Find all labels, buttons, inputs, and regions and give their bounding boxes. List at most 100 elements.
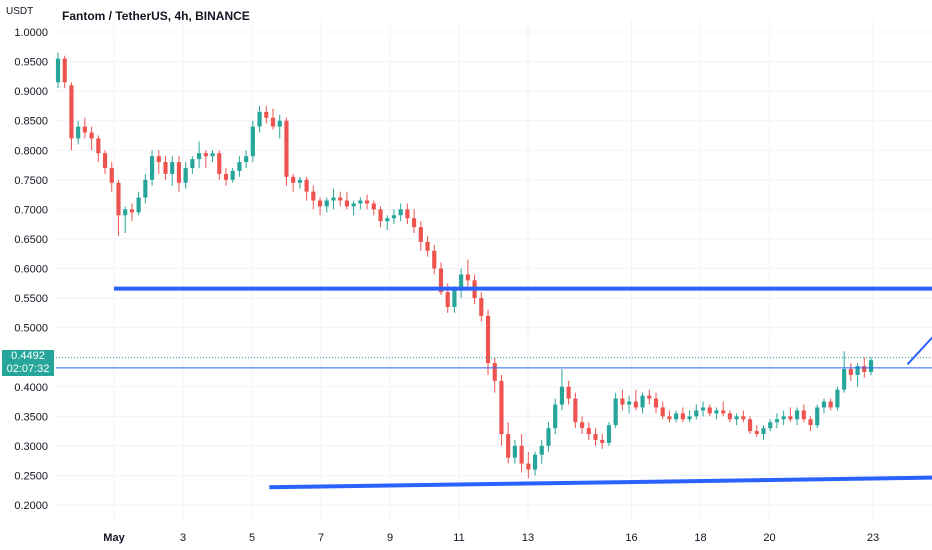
candle-body: [647, 395, 652, 399]
candle-body: [156, 156, 161, 163]
x-tick-label: 5: [249, 532, 255, 544]
candle-body: [277, 120, 282, 127]
y-tick-label: 0.2500: [14, 470, 48, 482]
candle-body: [492, 363, 497, 381]
x-tick-label: 16: [625, 532, 637, 544]
y-tick-label: 0.6500: [14, 234, 48, 246]
candle-body: [714, 410, 719, 414]
candle-body: [284, 120, 289, 177]
chart-title: Fantom / TetherUS, 4h, BINANCE: [62, 9, 250, 23]
candle-body: [600, 439, 605, 443]
candle-body: [821, 401, 827, 408]
candle-body: [848, 369, 853, 375]
candle-body: [82, 126, 87, 133]
candle-body: [338, 197, 343, 201]
candle-body: [143, 179, 148, 198]
candle-body: [566, 386, 571, 399]
candle-body: [197, 153, 202, 160]
candle-body: [170, 162, 175, 174]
y-tick-label: 0.2000: [14, 500, 48, 512]
candle-body: [633, 401, 638, 408]
candle-body: [640, 395, 645, 408]
candle-body: [371, 203, 376, 210]
candle-body: [102, 153, 108, 168]
candle-body: [526, 463, 531, 470]
candle-body: [391, 215, 397, 219]
candle-body: [768, 422, 773, 429]
candle-body: [297, 179, 302, 183]
candle-body: [183, 167, 188, 183]
current-price-value: 0.4492: [11, 350, 45, 362]
candle-body: [291, 176, 296, 183]
candle-body: [385, 218, 390, 222]
y-tick-label: 0.4000: [14, 382, 48, 394]
candle-body: [412, 218, 417, 228]
candle-body: [116, 182, 121, 216]
candle-body: [674, 413, 679, 420]
candle-body: [606, 425, 612, 443]
candle-body: [465, 274, 470, 281]
candle-body: [311, 191, 316, 201]
candle-body: [244, 156, 249, 163]
candle-body: [438, 268, 444, 293]
candle-body: [459, 274, 464, 290]
candle-body: [62, 58, 67, 83]
x-tick-label: 13: [522, 532, 534, 544]
candle-body: [627, 401, 632, 405]
candle-body: [862, 366, 867, 372]
candle-body: [868, 360, 874, 372]
candle-body: [445, 292, 450, 307]
candle-body: [761, 428, 766, 435]
price-unit-label: USDT: [6, 6, 34, 17]
x-tick-label: 23: [867, 532, 879, 544]
candle-body: [512, 445, 517, 458]
candle-body: [364, 200, 370, 204]
candle-body: [405, 209, 410, 219]
candle-body: [593, 434, 598, 440]
candle-body: [149, 156, 155, 180]
candle-body: [801, 410, 806, 420]
candle-body: [559, 386, 565, 405]
candle-body: [506, 434, 511, 458]
x-tick-label: 7: [318, 532, 324, 544]
candle-body: [250, 126, 255, 157]
candle-body: [680, 413, 685, 420]
y-tick-label: 0.3500: [14, 411, 48, 423]
candle-body: [331, 197, 336, 201]
y-tick-label: 0.7500: [14, 175, 48, 187]
candle-body: [425, 241, 430, 251]
y-tick-label: 0.7000: [14, 204, 48, 216]
candle-body: [519, 445, 524, 464]
support-trendline: [269, 475, 932, 490]
candle-body: [579, 422, 585, 429]
y-tick-label: 1.0000: [14, 27, 48, 39]
candle-body: [264, 111, 269, 118]
candle-body: [89, 132, 94, 139]
countdown-timer: 02:07:32: [6, 363, 50, 375]
candle-body: [257, 111, 262, 127]
candle-body: [223, 173, 229, 180]
candle-body: [344, 200, 350, 207]
candle-body: [781, 416, 786, 420]
candle-body: [418, 227, 423, 242]
candle-body: [842, 369, 847, 390]
y-tick-label: 0.3000: [14, 441, 48, 453]
candle-body: [210, 153, 215, 157]
candle-body: [203, 153, 208, 157]
x-tick-label: 20: [763, 532, 775, 544]
candle-body: [660, 407, 665, 417]
candle-body: [190, 159, 195, 168]
candle-body: [55, 58, 61, 83]
candle-body: [69, 85, 74, 139]
candle-body: [694, 410, 699, 417]
candle-body: [398, 209, 403, 216]
candle-body: [727, 413, 732, 420]
candle-body: [176, 162, 182, 183]
candle-body: [788, 416, 793, 420]
candle-body: [270, 117, 276, 127]
candle-body: [620, 398, 625, 405]
candle-body: [795, 410, 800, 420]
candle-body: [553, 404, 558, 429]
candle-body: [707, 407, 712, 414]
